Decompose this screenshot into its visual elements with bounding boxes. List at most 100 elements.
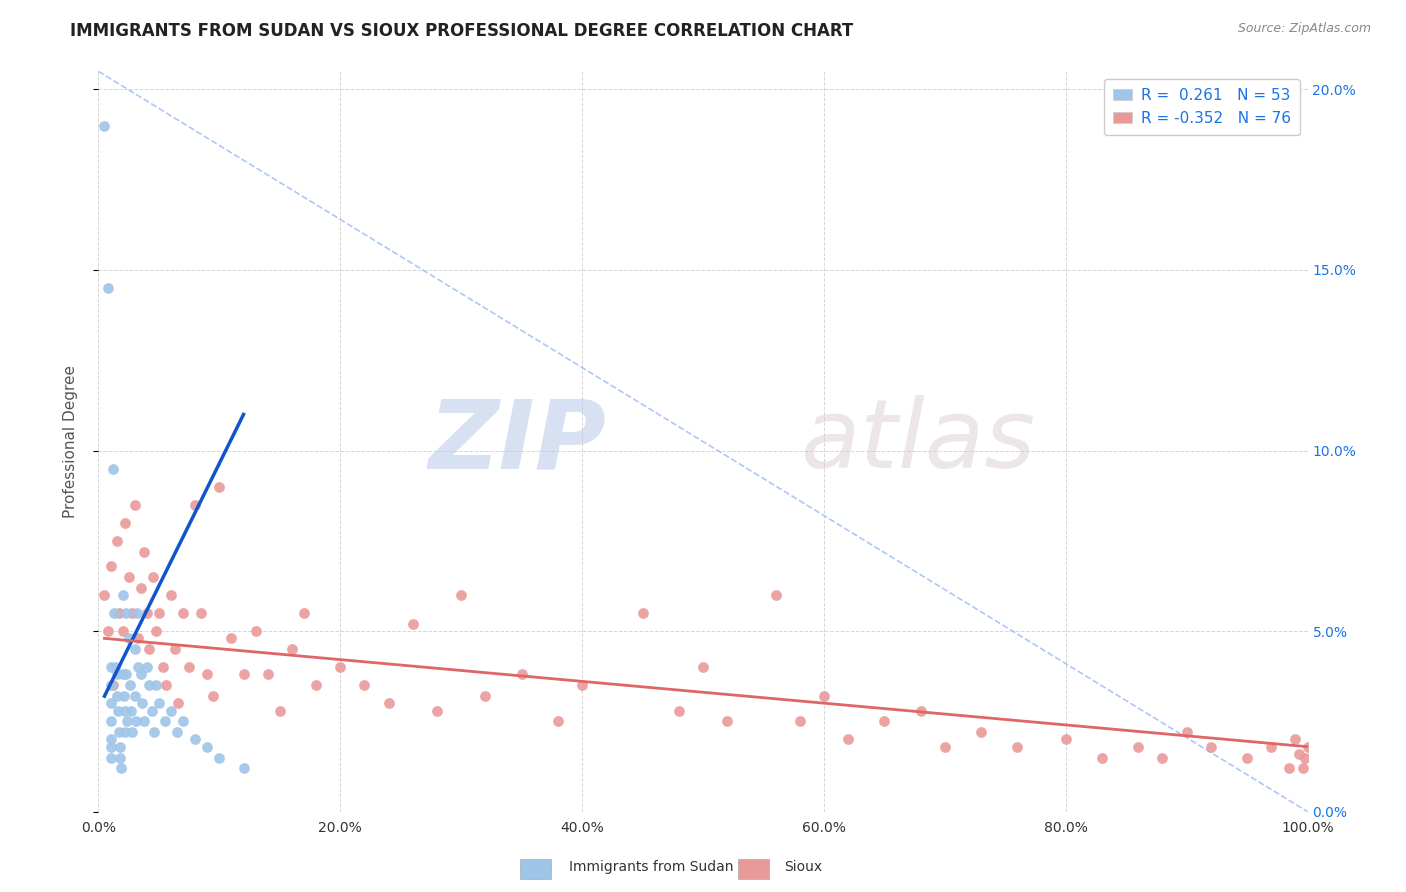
Point (195, 739, 218, 754)
Point (118, 632, 141, 646)
Point (155, 678, 177, 692)
Point (118, 678, 141, 692)
Point (160, 704, 183, 718)
Point (450, 588, 472, 602)
Point (101, 461, 124, 475)
Point (127, 632, 149, 646)
Text: Source: ZipAtlas.com: Source: ZipAtlas.com (1237, 22, 1371, 36)
Text: Immigrants from Sudan: Immigrants from Sudan (569, 860, 734, 874)
Point (1288, 747, 1310, 761)
Point (190, 606, 212, 620)
Point (105, 533, 128, 548)
Point (100, 732, 122, 747)
Point (377, 697, 399, 711)
Point (1284, 732, 1306, 747)
Point (172, 606, 194, 620)
Point (100, 714, 122, 729)
Text: ZIP: ZIP (429, 395, 606, 488)
Point (232, 667, 254, 681)
Point (184, 498, 207, 512)
Point (134, 544, 156, 558)
Point (910, 704, 932, 718)
Point (145, 678, 167, 692)
Point (121, 725, 143, 739)
Point (510, 667, 533, 681)
Point (129, 667, 152, 681)
Point (765, 588, 787, 602)
Point (97, 624, 120, 639)
Point (120, 704, 142, 718)
Point (571, 678, 593, 692)
Point (101, 678, 124, 692)
Point (115, 667, 138, 681)
Point (1199, 739, 1222, 754)
Legend: R =  0.261   N = 53, R = -0.352   N = 76: R = 0.261 N = 53, R = -0.352 N = 76 (1104, 79, 1301, 135)
Point (124, 689, 146, 703)
Point (179, 660, 201, 674)
Point (329, 660, 352, 674)
Text: IMMIGRANTS FROM SUDAN VS SIOUX PROFESSIONAL DEGREE CORRELATION CHART: IMMIGRANTS FROM SUDAN VS SIOUX PROFESSIO… (70, 22, 853, 40)
Point (121, 606, 143, 620)
Point (135, 606, 157, 620)
Point (208, 750, 231, 764)
Point (117, 714, 139, 729)
Point (105, 667, 128, 681)
Point (1260, 739, 1282, 754)
Point (134, 714, 156, 729)
Point (256, 667, 278, 681)
Point (426, 704, 449, 718)
Point (269, 704, 291, 718)
Point (138, 642, 160, 657)
Point (1236, 750, 1258, 764)
Point (166, 725, 188, 739)
Point (631, 606, 654, 620)
Point (148, 606, 170, 620)
Point (107, 704, 129, 718)
Point (108, 606, 131, 620)
Point (100, 750, 122, 764)
Point (1296, 739, 1319, 754)
Point (1091, 750, 1114, 764)
Point (474, 689, 496, 703)
Point (873, 714, 896, 729)
Point (115, 606, 138, 620)
Point (163, 642, 186, 657)
Point (353, 678, 375, 692)
Point (1175, 725, 1198, 739)
Point (305, 678, 328, 692)
Point (135, 660, 157, 674)
Point (172, 714, 194, 729)
Point (1054, 732, 1077, 747)
Point (108, 750, 131, 764)
Point (1294, 750, 1316, 764)
Point (668, 704, 690, 718)
Point (1128, 739, 1150, 754)
Point (114, 725, 136, 739)
Point (195, 667, 218, 681)
Point (127, 606, 149, 620)
Point (100, 739, 122, 754)
Point (789, 714, 811, 729)
Point (111, 588, 134, 602)
Point (124, 498, 146, 512)
Point (167, 697, 190, 711)
Point (112, 689, 135, 703)
Point (281, 642, 304, 657)
Point (202, 689, 225, 703)
Point (160, 588, 183, 602)
Point (141, 704, 163, 718)
Point (1292, 761, 1315, 775)
Point (111, 624, 134, 639)
Text: Sioux: Sioux (785, 860, 823, 874)
Point (547, 714, 569, 729)
Point (716, 714, 738, 729)
Point (100, 697, 122, 711)
Point (93, 588, 115, 602)
Point (111, 667, 134, 681)
Point (1152, 750, 1174, 764)
Point (104, 660, 127, 674)
Point (184, 732, 207, 747)
Point (142, 570, 165, 584)
Point (970, 725, 993, 739)
Point (837, 732, 859, 747)
